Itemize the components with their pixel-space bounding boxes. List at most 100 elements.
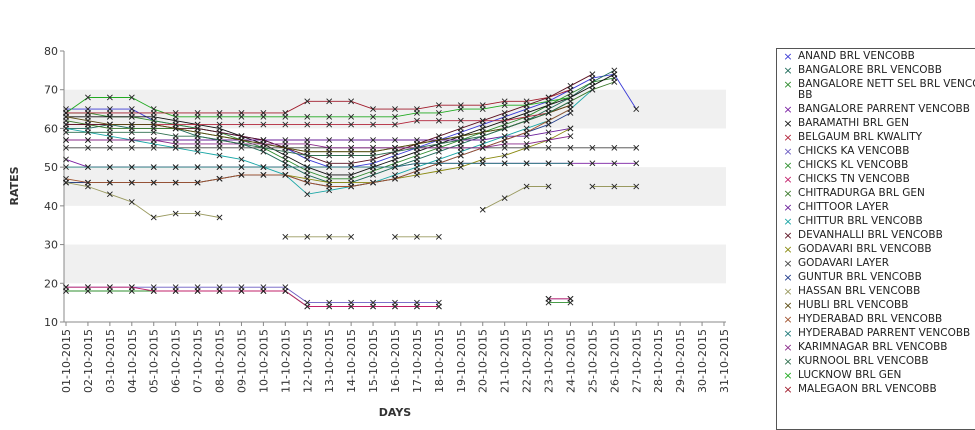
data-point	[392, 303, 398, 310]
x-tick-label: 27-10-2015	[630, 329, 643, 393]
y-tick-label: 10	[44, 316, 58, 329]
data-point	[326, 171, 333, 178]
data-point	[567, 144, 574, 151]
data-point	[260, 171, 267, 178]
data-point	[523, 117, 530, 124]
series-line	[66, 286, 439, 304]
legend-marker-icon: ×	[783, 131, 793, 144]
data-point	[260, 110, 267, 116]
data-point	[370, 179, 376, 186]
data-point	[282, 140, 289, 147]
data-point	[545, 117, 552, 124]
data-point	[216, 175, 223, 182]
data-point	[523, 129, 530, 136]
series-group	[63, 288, 574, 310]
data-point	[501, 98, 508, 105]
x-tick-label: 23-10-2015	[543, 329, 556, 393]
data-point	[326, 121, 333, 128]
tick-labels: 10 20 30 40 50 60 70 80 01-10-2015 02-10-2015 03-1…	[44, 45, 731, 393]
data-point	[150, 121, 157, 128]
data-point	[128, 164, 135, 171]
series-group	[63, 179, 640, 240]
data-point	[567, 133, 574, 140]
data-point	[457, 117, 464, 124]
x-tick-label: 03-10-2015	[104, 329, 117, 393]
data-point	[589, 86, 596, 93]
legend-marker-icon: ×	[783, 215, 793, 228]
data-point	[282, 233, 289, 240]
legend-label: CHITTUR BRL VENCOBB	[798, 215, 923, 227]
legend-item: × CHICKS KL VENCOBB	[777, 159, 975, 172]
data-point	[63, 156, 69, 163]
data-point	[479, 144, 486, 151]
x-tick-label: 12-10-2015	[301, 329, 314, 393]
series-line	[66, 286, 439, 307]
data-point	[304, 113, 311, 120]
x-tick-label: 10-10-2015	[257, 329, 270, 393]
legend-marker-icon: ×	[783, 103, 793, 116]
legend-label: BANGALORE PARRENT VENCOBB	[798, 103, 970, 115]
data-point	[567, 86, 574, 93]
data-point	[194, 179, 201, 186]
data-point	[501, 152, 508, 159]
data-point	[216, 110, 223, 116]
data-point	[414, 144, 420, 151]
data-point	[457, 144, 464, 151]
legend-marker-icon: ×	[783, 327, 793, 340]
data-point	[567, 160, 574, 167]
data-point	[545, 295, 552, 302]
data-point	[150, 110, 157, 116]
x-tick-label: 07-10-2015	[192, 329, 205, 393]
data-point	[435, 140, 442, 147]
x-tick-label: 21-10-2015	[499, 329, 512, 393]
data-point	[194, 288, 201, 294]
legend-item: × HUBLI BRL VENCOBB	[777, 300, 975, 312]
legend-label: CHICKS KL VENCOBB	[798, 159, 909, 171]
data-point	[326, 144, 333, 151]
data-point	[545, 144, 552, 151]
series-line	[482, 186, 549, 211]
data-point	[435, 160, 442, 167]
data-point	[85, 117, 91, 124]
data-point	[128, 284, 135, 291]
y-tick-label: 30	[44, 239, 58, 252]
data-point	[392, 137, 398, 143]
series-lines	[63, 67, 640, 310]
data-point	[128, 94, 135, 101]
legend-marker-icon: ×	[783, 355, 793, 368]
data-point	[85, 137, 91, 143]
data-point	[282, 171, 289, 178]
series-group	[63, 133, 574, 151]
data-point	[326, 152, 333, 159]
data-point	[326, 98, 333, 105]
data-point	[128, 110, 135, 116]
x-tick-label: 25-10-2015	[586, 329, 599, 393]
legend-label: KURNOOL BRL VENCOBB	[798, 355, 929, 367]
x-tick-label: 22-10-2015	[521, 329, 534, 393]
data-point	[85, 94, 91, 101]
legend-label: BELGAUM BRL KWALITY	[798, 131, 923, 143]
data-point	[501, 110, 508, 116]
data-point	[106, 121, 113, 128]
x-tick-label: 06-10-2015	[170, 329, 183, 393]
x-tick-label: 04-10-2015	[126, 329, 139, 393]
legend-item: × CHITTOOR LAYER	[777, 202, 975, 214]
legend-item: × CHITTUR BRL VENCOBB	[777, 215, 975, 228]
data-point	[85, 284, 91, 291]
data-point	[611, 144, 618, 151]
series-line	[66, 77, 615, 180]
legend-item: × CHITRADURGA BRL GEN	[777, 188, 975, 200]
legend-label: BARAMATHI BRL GEN	[798, 117, 909, 129]
data-point	[194, 164, 201, 171]
legend-marker-icon: ×	[783, 64, 793, 77]
data-point	[63, 129, 69, 136]
data-point	[326, 113, 333, 120]
data-point	[589, 183, 596, 190]
legend-label: BANGALORE BRL VENCOBB	[798, 64, 942, 76]
series-line	[65, 108, 571, 187]
legend-marker-icon: ×	[783, 50, 793, 63]
data-point	[63, 175, 69, 182]
data-point	[392, 233, 398, 240]
data-point	[479, 160, 486, 167]
data-point	[501, 125, 508, 132]
